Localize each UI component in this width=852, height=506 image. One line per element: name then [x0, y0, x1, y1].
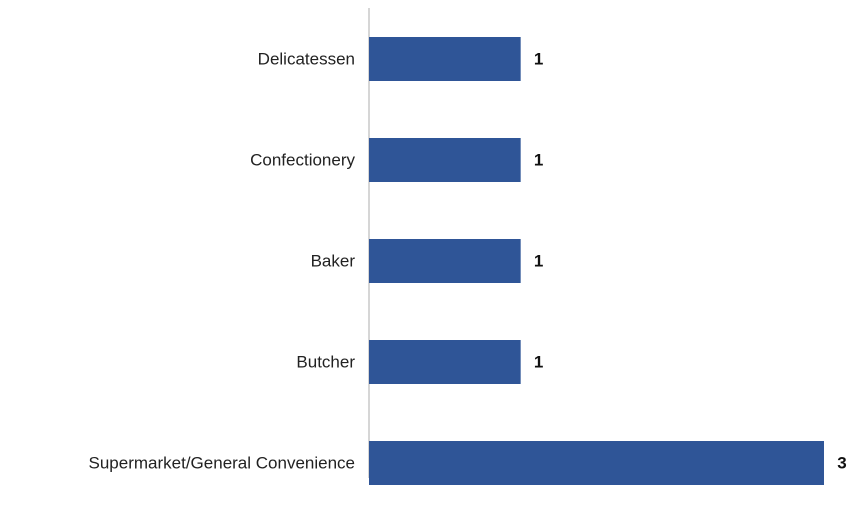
bar [369, 441, 824, 485]
bar [369, 239, 521, 283]
bar [369, 37, 521, 81]
category-label: Delicatessen [258, 49, 355, 68]
data-label: 1 [534, 49, 543, 68]
bar [369, 138, 521, 182]
data-label: 1 [534, 150, 543, 169]
category-label: Baker [311, 251, 356, 270]
data-label: 1 [534, 352, 543, 371]
category-label: Butcher [296, 352, 355, 371]
bar [369, 340, 521, 384]
category-label: Supermarket/General Convenience [89, 453, 355, 472]
category-label: Confectionery [250, 150, 355, 169]
data-label: 3 [837, 453, 846, 472]
data-label: 1 [534, 251, 543, 270]
